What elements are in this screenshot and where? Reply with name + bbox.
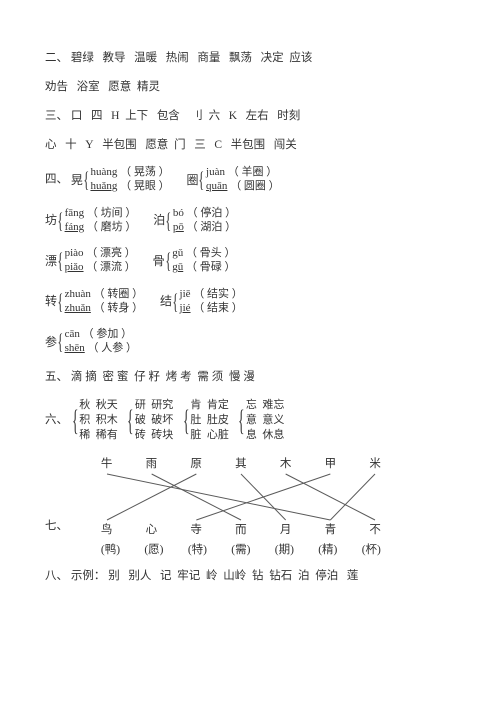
brace-jie: 结{jiē （ 结实 ）jié （ 结束 ） bbox=[160, 288, 243, 316]
section-3-line2: 心 十 Y 半包围 愿意 门 三 C 半包围 闯关 bbox=[45, 137, 455, 153]
s5-2: 仔 籽 bbox=[134, 371, 160, 383]
sec4-label: 四、 bbox=[45, 174, 68, 186]
s8-3: 牢记 bbox=[177, 570, 200, 582]
s8-8: 泊 bbox=[298, 570, 310, 582]
section-4-row1: 四、 晃{huàng （ 晃荡 ）huǎng （ 晃眼 ） 圈{juàn （ 羊… bbox=[45, 166, 455, 194]
section-4-row2: 坊{fāng （ 坊间 ）fáng （ 磨坊 ） 泊{bó （ 停泊 ）pō （… bbox=[45, 207, 455, 235]
s3-0-3: 上下 bbox=[125, 110, 148, 122]
sec2-w9: 浴室 bbox=[77, 81, 100, 93]
s3-1-1: 六 bbox=[209, 110, 221, 122]
s5-3: 烤 考 bbox=[166, 371, 192, 383]
s8-7: 钻石 bbox=[269, 570, 292, 582]
s8-10: 莲 bbox=[347, 570, 359, 582]
s5-5: 慢 漫 bbox=[229, 371, 255, 383]
section-6: 六、 {秋 秋天积 积木稀 稀有 {研 研究破 破坏砖 砖块 {肯 肯定肚 肚皮… bbox=[45, 398, 455, 443]
s3-2-1: 十 bbox=[65, 139, 77, 151]
s5-1: 密 蜜 bbox=[103, 371, 129, 383]
sec2-w4: 商量 bbox=[197, 52, 220, 64]
sec2-w8: 劝告 bbox=[45, 81, 68, 93]
sec2-label: 二、 bbox=[45, 52, 68, 64]
s8-0: 别 bbox=[108, 570, 120, 582]
section-2-line2: 劝告 浴室 愿意 精灵 bbox=[45, 79, 455, 95]
s3-1-0: 刂 bbox=[191, 110, 203, 122]
sec2-w3: 热闹 bbox=[166, 52, 189, 64]
s8-6: 钻 bbox=[252, 570, 264, 582]
s3-2-2: Y bbox=[85, 139, 93, 151]
section-4-row5: 参{cān （ 参加 ）shēn （ 人参 ） bbox=[45, 328, 455, 356]
section-7: 七、 牛雨原其木甲米 鸟心寺而月青不 (鸭)(愿)(特)(需)(期)(精)(杯) bbox=[45, 456, 455, 558]
s8-4: 岭 bbox=[206, 570, 218, 582]
s3-0-4: 包含 bbox=[157, 110, 180, 122]
brace-quan: 圈{juàn （ 羊圈 ）quān （ 圆圈 ） bbox=[186, 166, 279, 194]
sec6-label: 六、 bbox=[45, 414, 68, 426]
s3-1-3: 左右 bbox=[246, 110, 269, 122]
s3-0-2: H bbox=[111, 110, 119, 122]
match-lines-svg bbox=[101, 472, 381, 522]
s3-3-3: 半包围 bbox=[231, 139, 266, 151]
brace-bo: 泊{bó （ 停泊 ）pō （ 湖泊 ） bbox=[153, 207, 236, 235]
s8-1: 别人 bbox=[128, 570, 151, 582]
sec5-label: 五、 bbox=[45, 371, 68, 383]
s3-3-2: C bbox=[214, 139, 222, 151]
sec7-label: 七、 bbox=[45, 518, 68, 534]
s3-1-2: K bbox=[229, 110, 237, 122]
s8-5: 山岭 bbox=[223, 570, 246, 582]
s3-2-3: 半包围 bbox=[102, 139, 137, 151]
brace-huang: 晃{huàng （ 晃荡 ）huǎng （ 晃眼 ） bbox=[71, 166, 170, 194]
s3-2-4: 愿意 bbox=[145, 139, 168, 151]
s3-2-0: 心 bbox=[45, 139, 57, 151]
section-4-row3: 漂{piào （ 漂亮 ）piǎo （ 漂流 ） 骨{gǔ （ 骨头 ）gū （… bbox=[45, 247, 455, 275]
brace-can: 参{cān （ 参加 ）shēn （ 人参 ） bbox=[45, 328, 137, 356]
brace-zhuan: 转{zhuàn （ 转圈 ）zhuǎn （ 转身 ） bbox=[45, 288, 143, 316]
s5-4: 需 须 bbox=[197, 371, 223, 383]
s3-3-1: 三 bbox=[194, 139, 206, 151]
sec2-w11: 精灵 bbox=[137, 81, 160, 93]
match-top: 牛雨原其木甲米 bbox=[101, 456, 381, 472]
s5-0: 滴 摘 bbox=[71, 371, 97, 383]
s3-3-0: 门 bbox=[174, 139, 186, 151]
sec2-w2: 温暖 bbox=[134, 52, 157, 64]
sec8-label: 八、 bbox=[45, 570, 68, 582]
match-block: 牛雨原其木甲米 鸟心寺而月青不 (鸭)(愿)(特)(需)(期)(精)(杯) bbox=[101, 456, 381, 558]
brace-gu: 骨{gǔ （ 骨头 ）gū （ 骨碌 ） bbox=[153, 247, 236, 275]
s3-1-4: 时刻 bbox=[277, 110, 300, 122]
brace-piao: 漂{piào （ 漂亮 ）piǎo （ 漂流 ） bbox=[45, 247, 136, 275]
section-5: 五、 滴 摘 密 蜜 仔 籽 烤 考 需 须 慢 漫 bbox=[45, 369, 455, 385]
s3-0-0: 口 bbox=[71, 110, 83, 122]
section-2-line1: 二、 碧绿 教导 温暖 热闹 商量 飘荡 决定 应该 bbox=[45, 50, 455, 66]
sec3-label: 三、 bbox=[45, 110, 68, 122]
match-answers: (鸭)(愿)(特)(需)(期)(精)(杯) bbox=[101, 542, 381, 558]
match-bottom: 鸟心寺而月青不 bbox=[101, 522, 381, 538]
s3-3-4: 闯关 bbox=[274, 139, 297, 151]
s8-2: 记 bbox=[160, 570, 172, 582]
sec2-w10: 愿意 bbox=[108, 81, 131, 93]
sec2-w7: 应该 bbox=[289, 52, 312, 64]
sec2-w1: 教导 bbox=[103, 52, 126, 64]
sec2-w5: 飘荡 bbox=[229, 52, 252, 64]
sec8-prefix: 示例： bbox=[71, 570, 106, 582]
section-3-line1: 三、 口 四 H 上下 包含 刂 六 K 左右 时刻 bbox=[45, 108, 455, 124]
brace-fang: 坊{fāng （ 坊间 ）fáng （ 磨坊 ） bbox=[45, 207, 136, 235]
sec2-w6: 决定 bbox=[261, 52, 284, 64]
six-cols: {秋 秋天积 积木稀 稀有 {研 研究破 破坏砖 砖块 {肯 肯定肚 肚皮脏 心… bbox=[71, 398, 293, 443]
s3-0-1: 四 bbox=[91, 110, 103, 122]
section-4-row4: 转{zhuàn （ 转圈 ）zhuǎn （ 转身 ） 结{jiē （ 结实 ）j… bbox=[45, 288, 455, 316]
section-8: 八、 示例： 别 别人 记 牢记 岭 山岭 钻 钻石 泊 停泊 莲 bbox=[45, 568, 455, 584]
sec2-w0: 碧绿 bbox=[71, 52, 94, 64]
s8-9: 停泊 bbox=[315, 570, 338, 582]
